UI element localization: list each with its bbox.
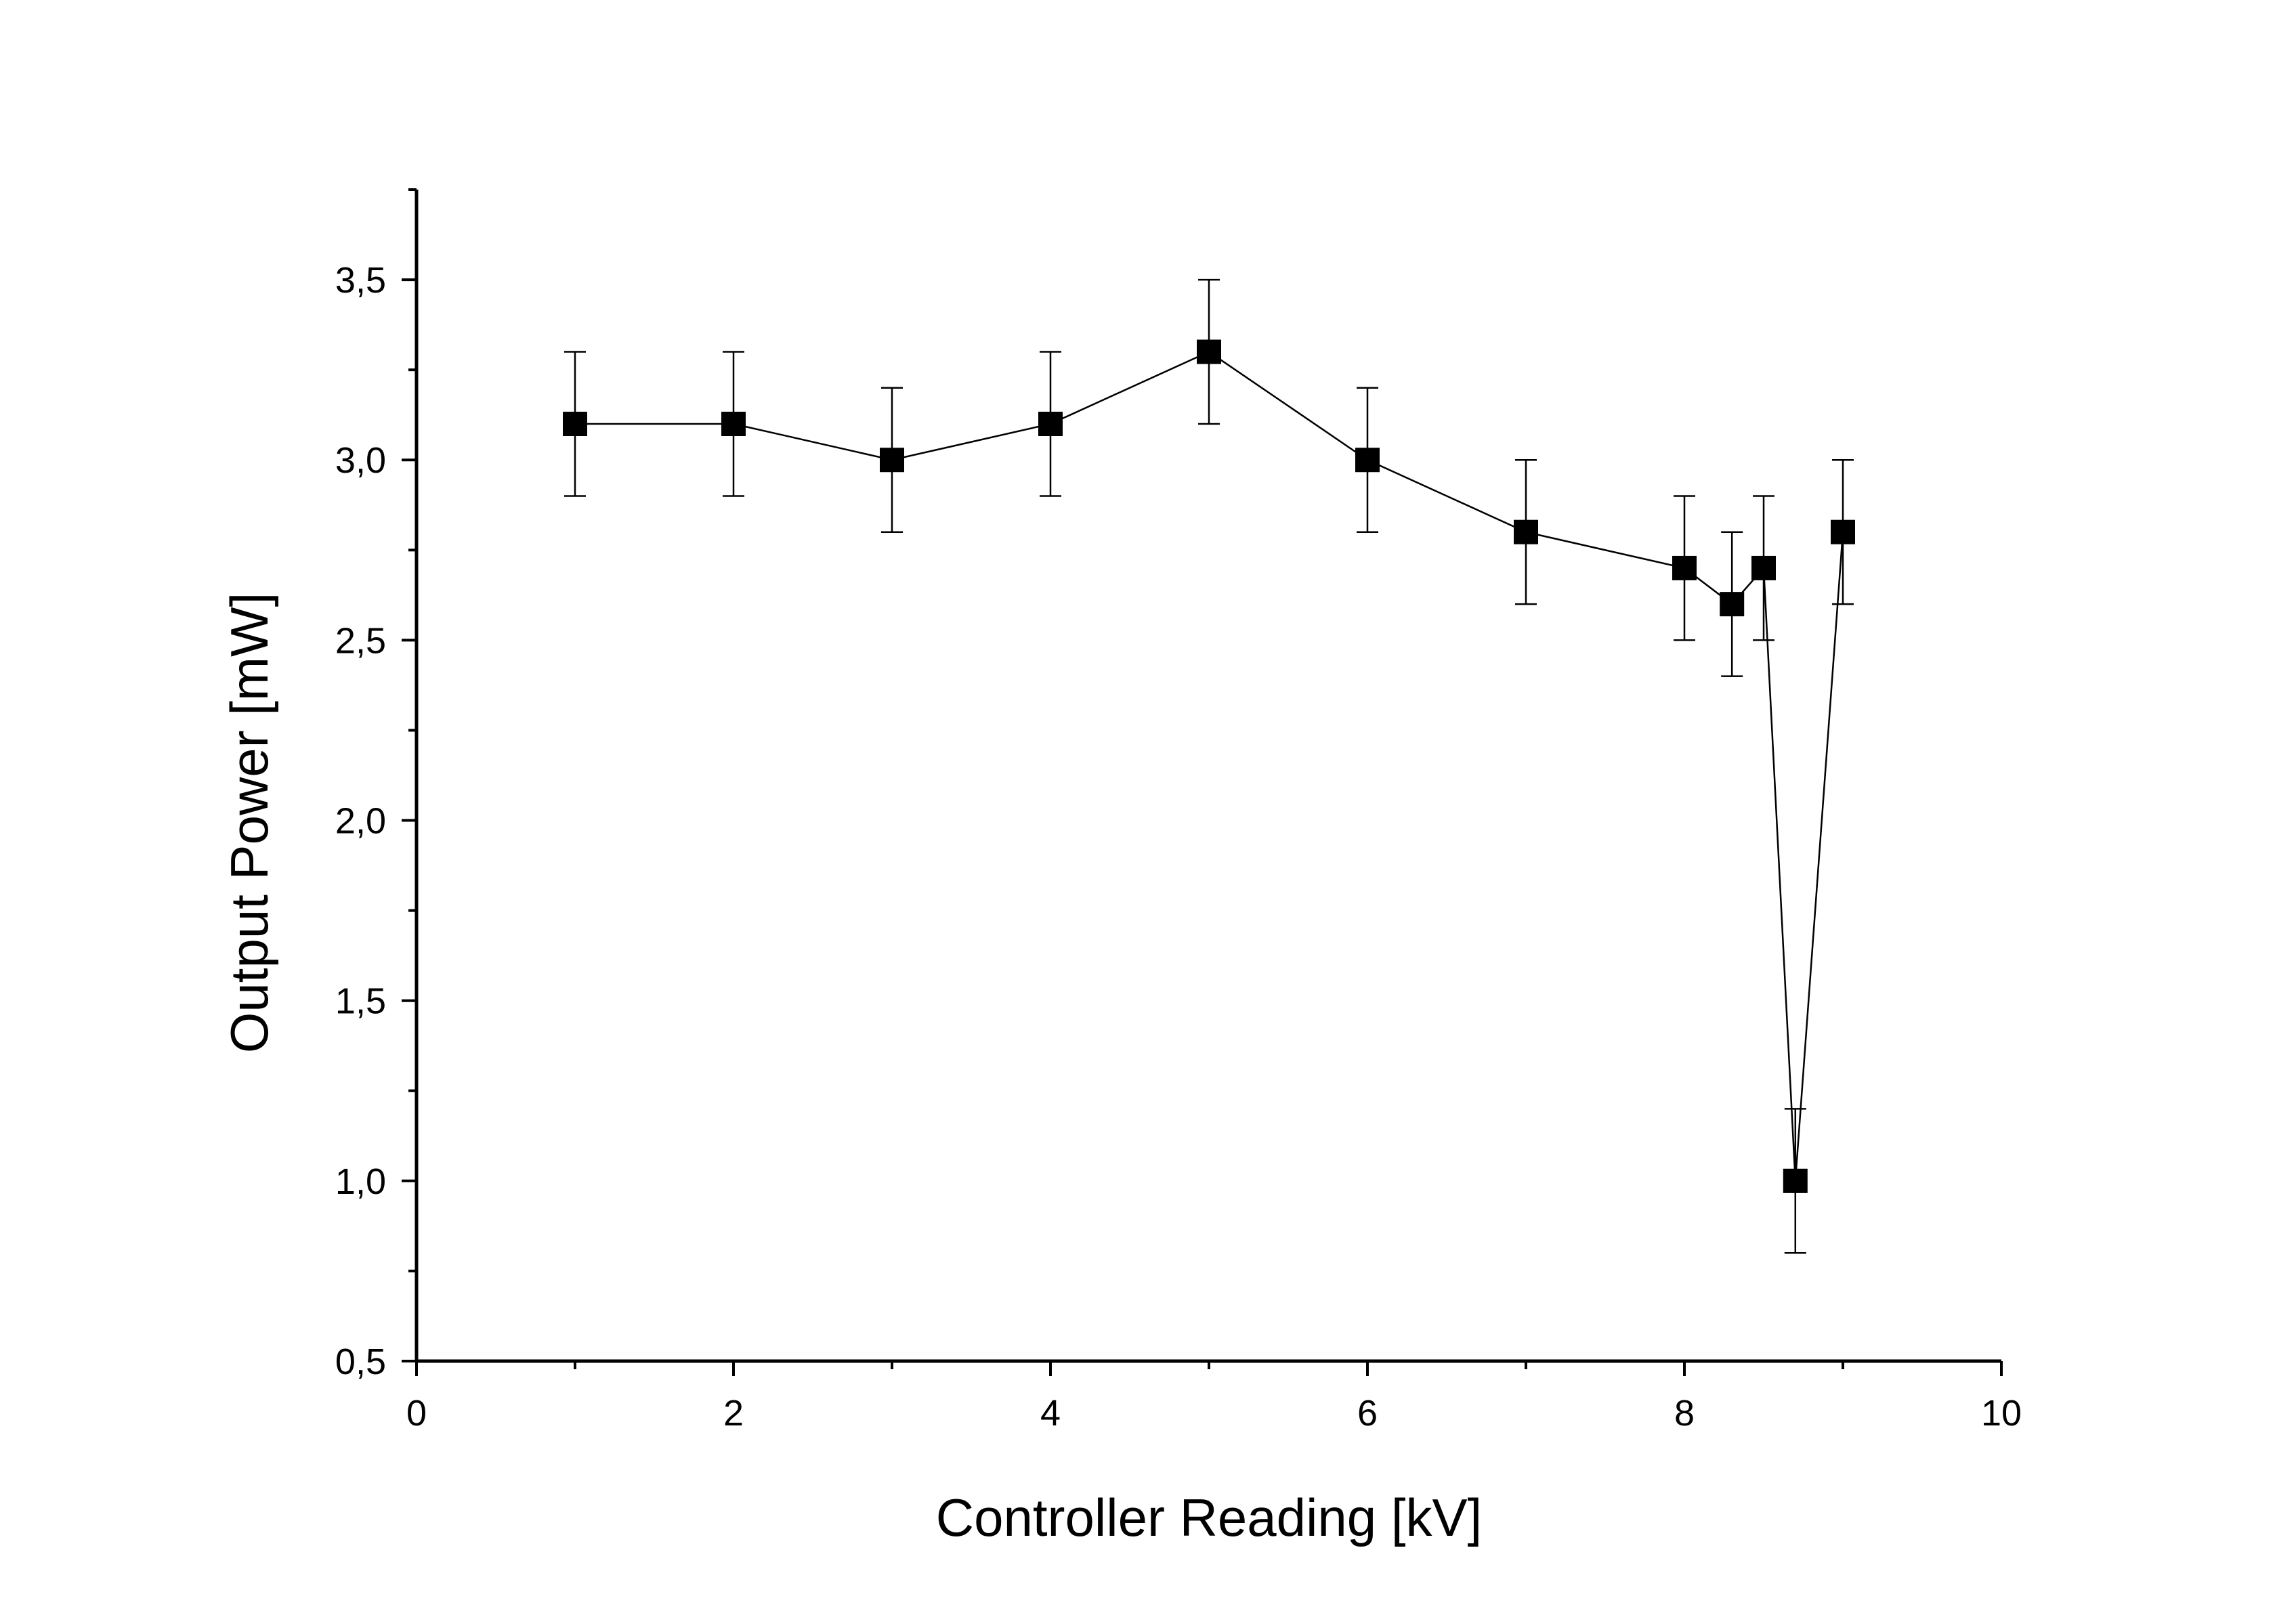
ticks [402,188,2003,1376]
tick-labels: 0 2 4 6 8 10 0,5 1,0 1,5 2,0 2,5 3,0 3,5 [335,260,2022,1434]
data-point [1672,555,1697,580]
y-tick-label: 1,0 [335,1161,386,1202]
series-line [575,351,1844,1181]
y-tick-label: 1,5 [335,981,386,1022]
x-tick-label: 10 [1981,1393,2022,1434]
data-point [1783,1168,1808,1193]
data-point [880,448,904,473]
data-point [1038,412,1063,436]
data-point [1831,519,1855,544]
y-tick-label: 2,0 [335,801,386,842]
data-points [563,339,1855,1193]
x-axis-title: Controller Reading [kV] [936,1488,1482,1547]
y-axis-title: Output Power [mW] [219,593,279,1054]
data-point [1514,519,1538,544]
data-point [563,412,587,436]
data-point [721,412,746,436]
data-point [1751,555,1776,580]
error-bars [564,278,1854,1254]
x-tick-label: 4 [1040,1393,1061,1434]
data-point [1197,339,1221,364]
x-tick-label: 0 [406,1393,427,1434]
x-tick-label: 2 [723,1393,744,1434]
series-connecting-line [575,351,1844,1181]
y-tick-label: 2,5 [335,620,386,661]
data-point [1720,592,1745,617]
data-point [1355,448,1380,473]
y-tick-label: 0,5 [335,1341,386,1382]
y-tick-label: 3,5 [335,260,386,301]
x-tick-label: 6 [1357,1393,1378,1434]
y-tick-label: 3,0 [335,440,386,481]
x-tick-label: 8 [1674,1393,1695,1434]
